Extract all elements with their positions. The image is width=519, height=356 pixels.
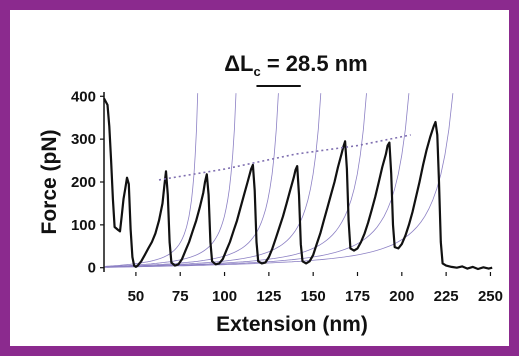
delta-lc-prefix: ΔL [224, 51, 253, 76]
x-tick-label: 50 [128, 288, 145, 305]
wlc-fit-curve [105, 93, 322, 268]
wlc-fit-curve [104, 93, 237, 268]
y-tick-label: 0 [88, 260, 96, 277]
x-tick-label: 125 [256, 288, 281, 305]
x-tick-label: 225 [434, 288, 459, 305]
x-tick-label: 250 [478, 288, 503, 305]
delta-lc-label: ΔLc = 28.5 nm [224, 51, 368, 79]
y-tick-label: 200 [71, 174, 96, 191]
wlc-fit-curves [103, 93, 454, 268]
contour-length-annotation: ΔLc = 28.5 nm [224, 51, 368, 87]
x-tick-label: 75 [172, 288, 189, 305]
x-tick-label: 100 [212, 288, 237, 305]
y-tick-label: 300 [71, 131, 96, 148]
wlc-fit-curve [104, 93, 367, 268]
x-tick-label: 175 [345, 288, 370, 305]
force-trace [103, 97, 493, 271]
wlc-fit-curve [103, 93, 279, 268]
delta-lc-suffix: = 28.5 nm [261, 51, 368, 76]
x-tick-label: 150 [301, 288, 326, 305]
y-axis-label: Force (pN) [38, 130, 61, 235]
tick-labels: 50 75 100 125 150 175 200 225 250 0 100 200 300 400 [71, 88, 503, 305]
x-axis-label: Extension (nm) [216, 313, 368, 336]
x-tick-label: 200 [389, 288, 414, 305]
y-tick-label: 400 [71, 88, 96, 105]
data-series [103, 97, 493, 271]
wlc-fit-curve [106, 93, 454, 268]
y-tick-label: 100 [71, 217, 96, 234]
dotted-envelope [158, 134, 411, 181]
delta-lc-subscript: c [254, 64, 261, 79]
wlc-fit-curve [105, 93, 199, 267]
